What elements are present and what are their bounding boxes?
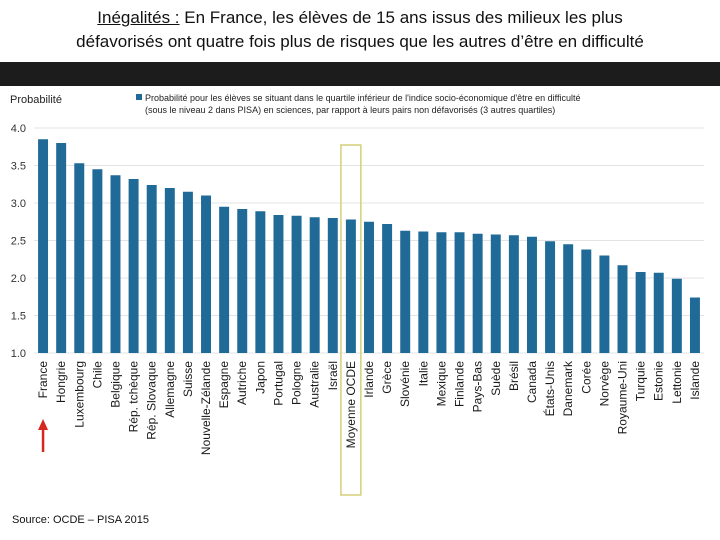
bar <box>56 143 67 353</box>
bar <box>146 185 157 353</box>
y-tick-label: 3.5 <box>11 161 26 173</box>
title-line-2: défavorisés ont quatre fois plus de risq… <box>76 32 644 51</box>
bar <box>92 169 103 353</box>
bar <box>581 249 592 353</box>
legend-line-1: Probabilité pour les élèves se situant d… <box>145 93 581 103</box>
bar <box>490 234 501 353</box>
x-tick-label: Nouvelle-Zélande <box>199 361 213 455</box>
bar <box>237 209 248 353</box>
legend-swatch <box>136 94 142 100</box>
x-tick-label: Norvège <box>597 361 611 407</box>
x-tick-label: Italie <box>416 361 430 387</box>
bar <box>364 221 374 353</box>
x-tick-label: Israël <box>326 361 340 390</box>
chart-area: Probabilité Probabilité pour les élèves … <box>0 86 720 506</box>
bar <box>508 235 519 353</box>
bar <box>635 272 646 353</box>
x-tick-label: Luxembourg <box>72 361 86 428</box>
x-tick-label: Rép. Slovaque <box>145 361 159 440</box>
bar <box>128 179 139 353</box>
x-tick-label: Grèce <box>380 361 394 394</box>
bar <box>291 215 302 353</box>
bar <box>400 230 411 353</box>
arrow-icon <box>38 419 49 430</box>
x-tick-label: France <box>36 361 50 399</box>
bar <box>219 206 230 353</box>
x-tick-label: Hongrie <box>54 361 68 403</box>
bar <box>689 297 700 353</box>
x-tick-label: Pays-Bas <box>471 361 485 412</box>
bar <box>563 244 574 353</box>
x-tick-label: Australie <box>308 361 322 408</box>
x-tick-label: Moyenne OCDE <box>344 361 358 448</box>
bar <box>599 255 610 353</box>
x-tick-label: Espagne <box>217 361 231 409</box>
x-tick-label: Belgique <box>108 361 122 408</box>
x-tick-label: Islande <box>688 361 702 400</box>
x-tick-label: Autriche <box>235 361 249 405</box>
bar <box>345 219 356 353</box>
bar <box>545 241 556 353</box>
x-tick-label: Suisse <box>181 361 195 397</box>
bar <box>182 191 193 353</box>
x-tick-label: Lettonie <box>670 361 684 404</box>
slide-title: Inégalités : En France, les élèves de 15… <box>0 0 720 62</box>
x-tick-label: Rép. tchèque <box>127 361 141 433</box>
bar <box>472 233 483 353</box>
x-tick-label: États-Unis <box>542 361 557 416</box>
y-tick-label: 1.0 <box>11 348 26 360</box>
bar <box>255 211 266 353</box>
y-tick-label: 4.0 <box>11 123 26 135</box>
y-tick-label: 3.0 <box>11 198 26 210</box>
bar <box>671 278 682 353</box>
dark-band <box>0 62 720 86</box>
bar <box>309 217 320 353</box>
x-tick-label: Canada <box>525 361 539 403</box>
bar <box>327 218 338 353</box>
bar <box>418 231 429 353</box>
bar <box>382 224 393 353</box>
x-tick-label: Mexique <box>434 361 448 407</box>
x-tick-label: Brésil <box>507 361 521 391</box>
y-tick-label: 2.5 <box>11 236 26 248</box>
x-tick-label: Japon <box>253 361 267 394</box>
y-tick-label: 1.5 <box>11 311 26 323</box>
x-tick-label: Pologne <box>290 361 304 405</box>
legend-line-2: (sous le niveau 2 dans PISA) en sciences… <box>145 105 555 115</box>
x-tick-label: Slovénie <box>398 361 412 407</box>
title-line-1-rest: En France, les élèves de 15 ans issus de… <box>179 8 623 27</box>
bar <box>436 232 447 353</box>
x-tick-label: Estonie <box>652 361 666 401</box>
bar-chart: Probabilité Probabilité pour les élèves … <box>10 93 704 496</box>
x-tick-label: Corée <box>579 361 593 394</box>
x-tick-label: Royaume-Uni <box>616 361 630 434</box>
x-tick-label: Suède <box>489 361 503 396</box>
title-line-1: Inégalités : En France, les élèves de 15… <box>0 6 720 30</box>
x-tick-label: Allemagne <box>163 361 177 418</box>
source-note: Source: OCDE – PISA 2015 <box>12 514 149 526</box>
bar <box>38 139 49 353</box>
bar <box>454 232 465 353</box>
bar <box>617 265 628 353</box>
bar <box>110 175 121 353</box>
y-tick-label: 2.0 <box>11 273 26 285</box>
bar <box>653 272 664 353</box>
x-tick-label: Portugal <box>271 361 285 406</box>
title-lead: Inégalités : <box>97 8 180 27</box>
bar <box>273 215 284 353</box>
x-tick-label: Turquie <box>634 361 648 402</box>
bar <box>526 236 537 353</box>
bar <box>201 195 212 353</box>
bar <box>74 163 85 353</box>
x-tick-label: Finlande <box>453 361 467 407</box>
highlight-box <box>340 144 362 496</box>
y-axis-title: Probabilité <box>10 94 62 106</box>
x-tick-label: Chile <box>90 361 104 389</box>
bar <box>164 188 175 353</box>
x-tick-label: Danemark <box>561 360 575 416</box>
x-tick-label: Irlande <box>362 361 376 398</box>
